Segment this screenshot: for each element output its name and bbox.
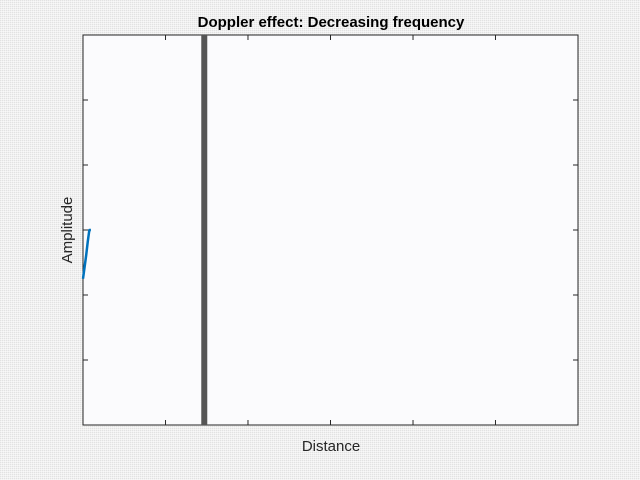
series-layer xyxy=(81,228,91,279)
y-axis-label: Amplitude xyxy=(59,197,76,264)
chart-title: Doppler effect: Decreasing frequency xyxy=(198,14,465,31)
axis-ticks xyxy=(83,35,578,425)
series-line-0 xyxy=(81,228,91,279)
x-axis-label: Distance xyxy=(302,438,360,455)
plot-area xyxy=(82,34,579,426)
